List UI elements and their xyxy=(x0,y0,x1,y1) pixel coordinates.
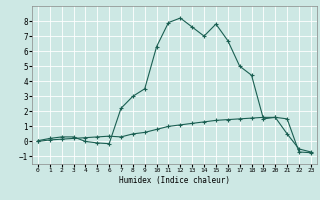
X-axis label: Humidex (Indice chaleur): Humidex (Indice chaleur) xyxy=(119,176,230,185)
